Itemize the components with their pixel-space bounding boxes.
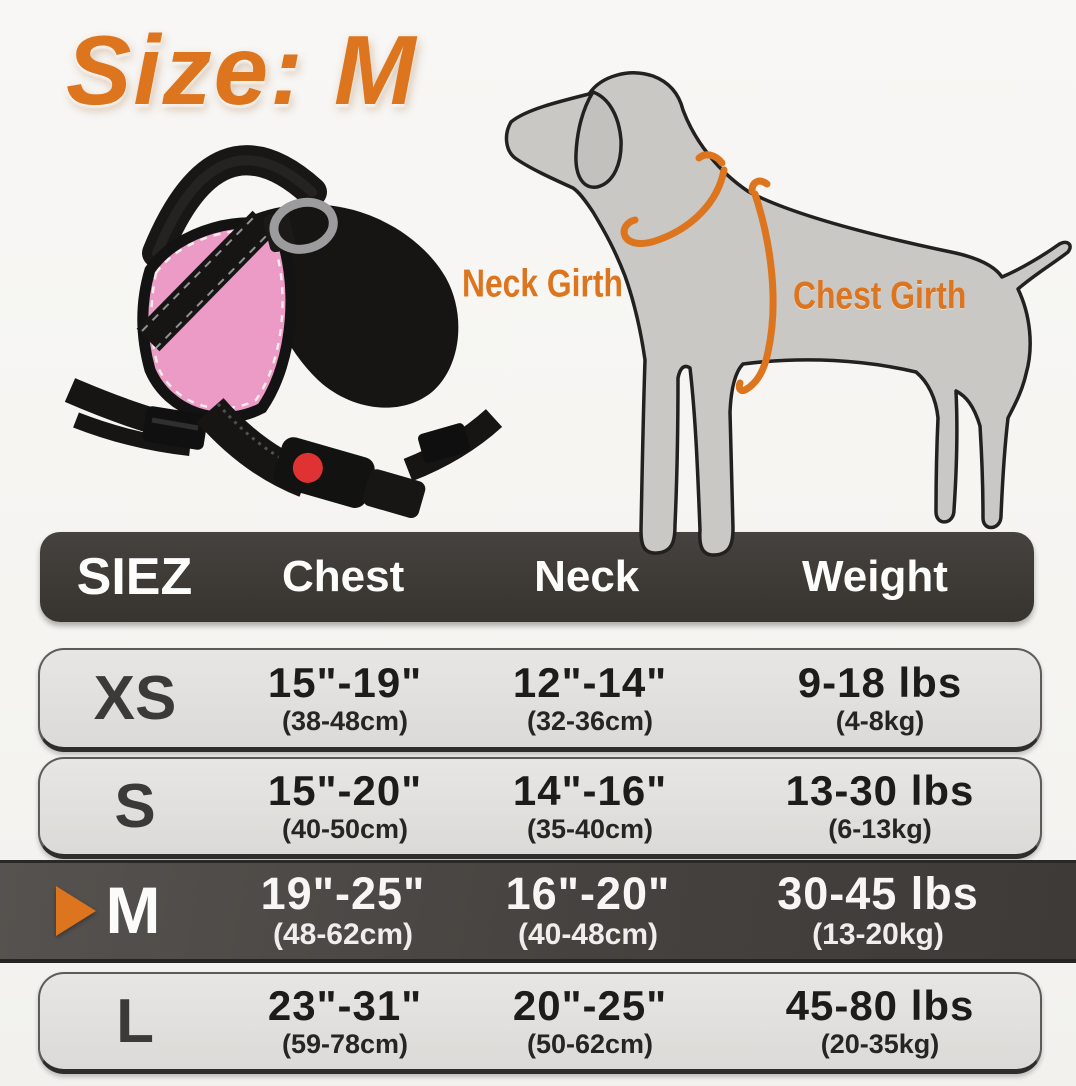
harness-pink-panel: [137, 217, 297, 423]
neck-value: 14"-16": [512, 766, 668, 814]
neck-value: 12"-14": [512, 658, 668, 706]
neck-cm-value: (32-36cm): [526, 705, 654, 736]
chest-value: 15"-19": [267, 658, 423, 706]
chest-cm-value: (59-78cm): [281, 1028, 409, 1059]
weight-kg-value: (13-20kg): [812, 918, 944, 952]
harness-buckle: [273, 437, 426, 518]
buckle-red-button: [292, 452, 323, 483]
harness-chest-pad: [250, 204, 459, 408]
weight-kg-value: (4-8kg): [835, 705, 925, 736]
chest-value: 19"-25": [260, 868, 426, 920]
neck-value: 20"-25": [512, 981, 668, 1029]
size-label: L: [116, 986, 154, 1056]
chest-girth-arc: [748, 177, 771, 195]
chest-cm-value: (48-62cm): [272, 918, 414, 952]
neck-cm-value: (35-40cm): [526, 813, 654, 844]
neck-girth-arc: [695, 151, 726, 167]
chest-value: 15"-20": [267, 766, 423, 814]
size-label: S: [114, 771, 156, 841]
size-label: XS: [93, 663, 177, 733]
table-row-s: S 15"-20" (40-50cm) 14"-16" (35-40cm) 13-3…: [38, 757, 1042, 859]
neck-girth-arc: [620, 166, 728, 247]
table-row-l: L 23"-31" (59-78cm) 20"-25" (50-62cm) 45-8…: [38, 972, 1042, 1074]
harness-diagonal-strap: [136, 210, 276, 352]
header-weight: Weight: [802, 552, 948, 601]
weight-value: 45-80 lbs: [785, 981, 975, 1029]
weight-kg-value: (20-35kg): [820, 1028, 940, 1059]
dog-body: [504, 71, 1072, 557]
neck-girth-label: Neck Girth: [462, 262, 623, 305]
table-row-xs: XS 15"-19" (38-48cm) 12"-14" (32-36cm) 9-1…: [38, 648, 1042, 752]
header-neck: Neck: [534, 552, 640, 601]
neck-value: 16"-20": [505, 868, 671, 920]
neck-cm-value: (40-48cm): [517, 918, 659, 952]
neck-cm-value: (50-62cm): [526, 1028, 654, 1059]
weight-value: 9-18 lbs: [797, 658, 963, 706]
chest-girth-arc: [735, 190, 777, 395]
header-size: SIEZ: [76, 548, 193, 606]
dog-silhouette: [504, 71, 1072, 557]
header-chest: Chest: [282, 552, 405, 601]
selected-size-arrow-icon: [56, 886, 96, 936]
chest-girth-label: Chest Girth: [793, 274, 967, 317]
chest-value: 23"-31": [267, 981, 423, 1029]
page-title: Size: M: [66, 15, 418, 125]
size-label: M: [105, 873, 161, 948]
table-header: SIEZ Chest Neck Weight: [40, 532, 1034, 622]
chest-cm-value: (38-48cm): [281, 705, 409, 736]
chest-cm-value: (40-50cm): [281, 813, 409, 844]
table-row-m-selected: M 19"-25" (48-62cm) 16"-20" (40-48cm) 30-4…: [0, 860, 1076, 963]
weight-value: 30-45 lbs: [777, 868, 979, 920]
harness-d-ring: [263, 197, 338, 254]
weight-kg-value: (6-13kg): [828, 813, 932, 844]
dog-ear: [574, 89, 623, 189]
weight-value: 13-30 lbs: [785, 766, 975, 814]
harness-illustration: [64, 145, 502, 518]
